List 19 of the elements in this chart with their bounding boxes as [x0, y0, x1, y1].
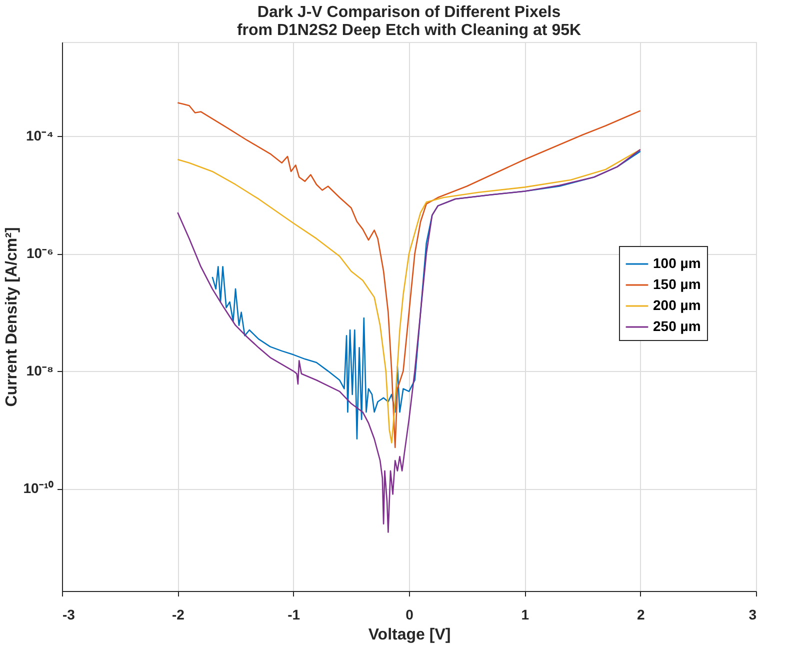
y-tick-label: 10⁻¹⁰	[23, 480, 54, 496]
x-tick-label: 2	[636, 606, 645, 622]
y-tick-label: 10⁻⁸	[26, 362, 54, 379]
legend-label: 200 µm	[653, 297, 701, 313]
x-axis-title: Voltage [V]	[368, 626, 451, 644]
x-tick-label: 1	[521, 606, 530, 622]
y-tick-label: 10⁻⁶	[26, 245, 54, 262]
x-tick-label: -1	[288, 606, 300, 622]
legend-label: 100 µm	[653, 255, 701, 271]
x-tick-label: 3	[748, 606, 757, 622]
legend-label: 150 µm	[653, 276, 701, 292]
x-tick-label: 0	[406, 606, 414, 622]
legend-label: 250 µm	[653, 318, 701, 334]
y-tick-label: 10⁻⁴	[26, 128, 54, 144]
y-axis-title: Current Density [A/cm²]	[3, 227, 20, 407]
chart-title: Dark J-V Comparison of Different Pixels from D1N2S2 Deep Etch with Cleaning at 95K	[236, 4, 582, 39]
x-tick-label: -2	[172, 606, 185, 622]
line-series	[177, 148, 641, 533]
x-tick-label: -3	[62, 606, 76, 622]
